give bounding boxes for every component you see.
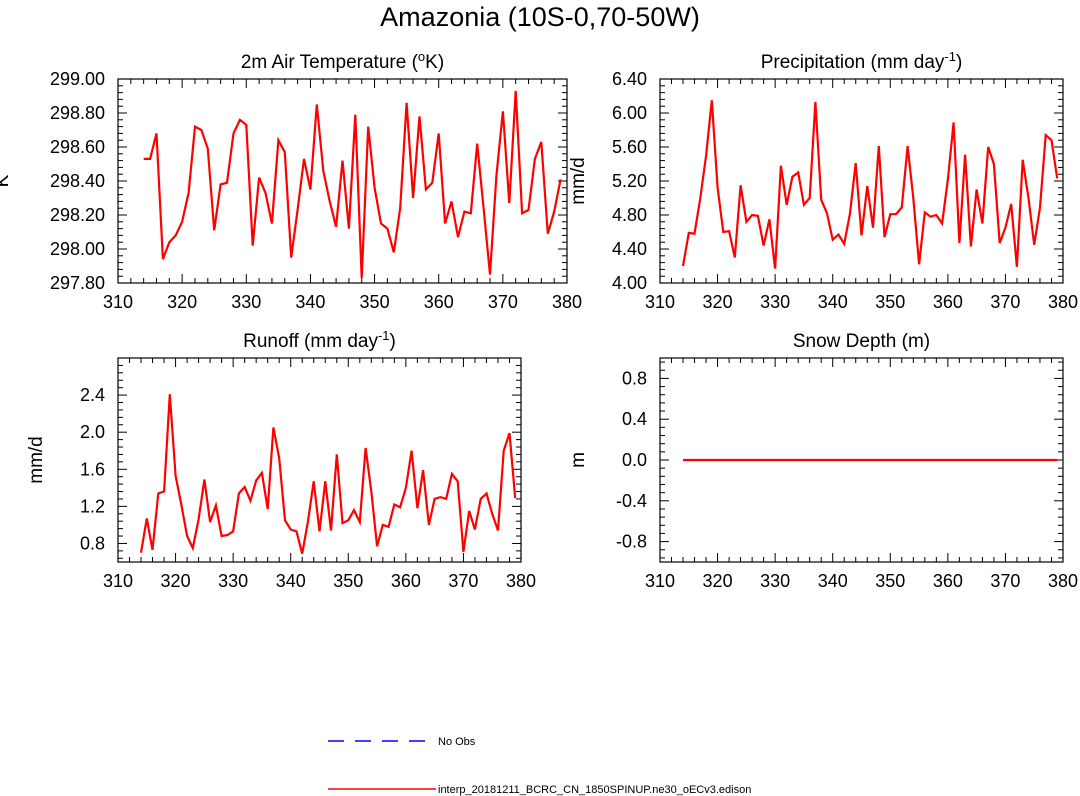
x-tick-label: 350 [875, 571, 905, 591]
x-tick-label: 340 [276, 571, 306, 591]
panel-title: 2m Air Temperature (oK) [241, 49, 444, 73]
model-series-line [139, 394, 517, 554]
y-axis-label: K [0, 174, 13, 187]
x-tick-label: 350 [875, 292, 905, 312]
x-tick-label: 380 [506, 571, 536, 591]
y-tick-label: 298.20 [50, 205, 105, 225]
plot-frame [117, 78, 568, 284]
y-tick-label: 299.00 [50, 69, 105, 89]
x-tick-label: 330 [231, 292, 261, 312]
x-tick-label: 310 [103, 571, 133, 591]
x-tick-label: 320 [703, 571, 733, 591]
legend-model-label: interp_20181211_BCRC_CN_1850SPINUP.ne30_… [438, 784, 751, 796]
x-tick-label: 330 [760, 571, 790, 591]
y-tick-label: 0.0 [622, 450, 647, 470]
model-series-line [681, 100, 1059, 269]
y-tick-label: 0.8 [80, 533, 105, 553]
y-tick-label: 297.80 [50, 273, 105, 293]
y-tick-label: 5.60 [612, 137, 647, 157]
x-tick-label: 320 [161, 571, 191, 591]
x-tick-label: 350 [360, 292, 390, 312]
y-tick-label: 298.60 [50, 137, 105, 157]
plot-frame [659, 78, 1064, 284]
x-tick-label: 370 [990, 292, 1020, 312]
x-tick-label: 350 [333, 571, 363, 591]
y-tick-label: 298.00 [50, 239, 105, 259]
x-tick-label: 340 [818, 292, 848, 312]
y-axis-label: mm/d [26, 436, 47, 484]
panel-runoff: Runoff (mm day-1) mm/d 310 320 330 340 350 360 3… [26, 328, 536, 591]
panel-air-temperature: 2m Air Temperature (oK) K 310 320 330 340 350 3… [0, 49, 582, 312]
x-tick-label: 370 [488, 292, 518, 312]
x-tick-label: 380 [552, 292, 582, 312]
y-tick-label: 0.4 [622, 409, 647, 429]
x-tick-label: 320 [167, 292, 197, 312]
y-tick-label: 1.6 [80, 459, 105, 479]
y-tick-label: 298.80 [50, 103, 105, 123]
x-tick-label: 330 [760, 292, 790, 312]
x-tick-label: 320 [703, 292, 733, 312]
x-tick-label: 370 [448, 571, 478, 591]
y-tick-label: 0.8 [622, 368, 647, 388]
y-tick-label: 4.00 [612, 273, 647, 293]
figure-title: Amazonia (10S-0,70-50W) [380, 2, 700, 32]
plot-frame [117, 357, 522, 563]
x-tick-label: 360 [391, 571, 421, 591]
x-tick-label: 310 [645, 571, 675, 591]
y-axis-label: m [568, 452, 589, 468]
x-tick-label: 330 [218, 571, 248, 591]
y-tick-label: 6.40 [612, 69, 647, 89]
x-tick-label: 360 [933, 292, 963, 312]
x-tick-label: 360 [424, 292, 454, 312]
y-tick-label: 4.80 [612, 205, 647, 225]
x-tick-label: 380 [1048, 292, 1078, 312]
x-tick-label: 340 [295, 292, 325, 312]
y-tick-label: -0.4 [616, 491, 647, 511]
y-tick-label: 6.00 [612, 103, 647, 123]
legend-obs-label: No Obs [438, 736, 476, 748]
x-tick-label: 370 [990, 571, 1020, 591]
legend: No Obs interp_20181211_BCRC_CN_1850SPINU… [328, 736, 751, 796]
panel-title: Precipitation (mm day-1) [761, 49, 963, 73]
x-tick-label: 340 [818, 571, 848, 591]
panel-snow-depth: Snow Depth (m) m 310 320 330 340 350 360 370 380 -… [568, 331, 1078, 591]
x-tick-label: 310 [103, 292, 133, 312]
y-axis-label: mm/d [568, 157, 589, 205]
model-series-line [143, 90, 562, 278]
y-tick-label: 2.0 [80, 422, 105, 442]
panel-title: Snow Depth (m) [793, 331, 930, 352]
x-tick-label: 380 [1048, 571, 1078, 591]
x-tick-label: 310 [645, 292, 675, 312]
x-tick-label: 360 [933, 571, 963, 591]
panel-precipitation: Precipitation (mm day-1) mm/d 310 320 330 340… [568, 49, 1078, 312]
y-tick-label: 298.40 [50, 171, 105, 191]
y-tick-label: 5.20 [612, 171, 647, 191]
y-tick-label: 1.2 [80, 496, 105, 516]
panel-title: Runoff (mm day-1) [243, 328, 396, 352]
y-tick-label: -0.8 [616, 532, 647, 552]
y-tick-label: 2.4 [80, 385, 105, 405]
y-tick-label: 4.40 [612, 239, 647, 259]
